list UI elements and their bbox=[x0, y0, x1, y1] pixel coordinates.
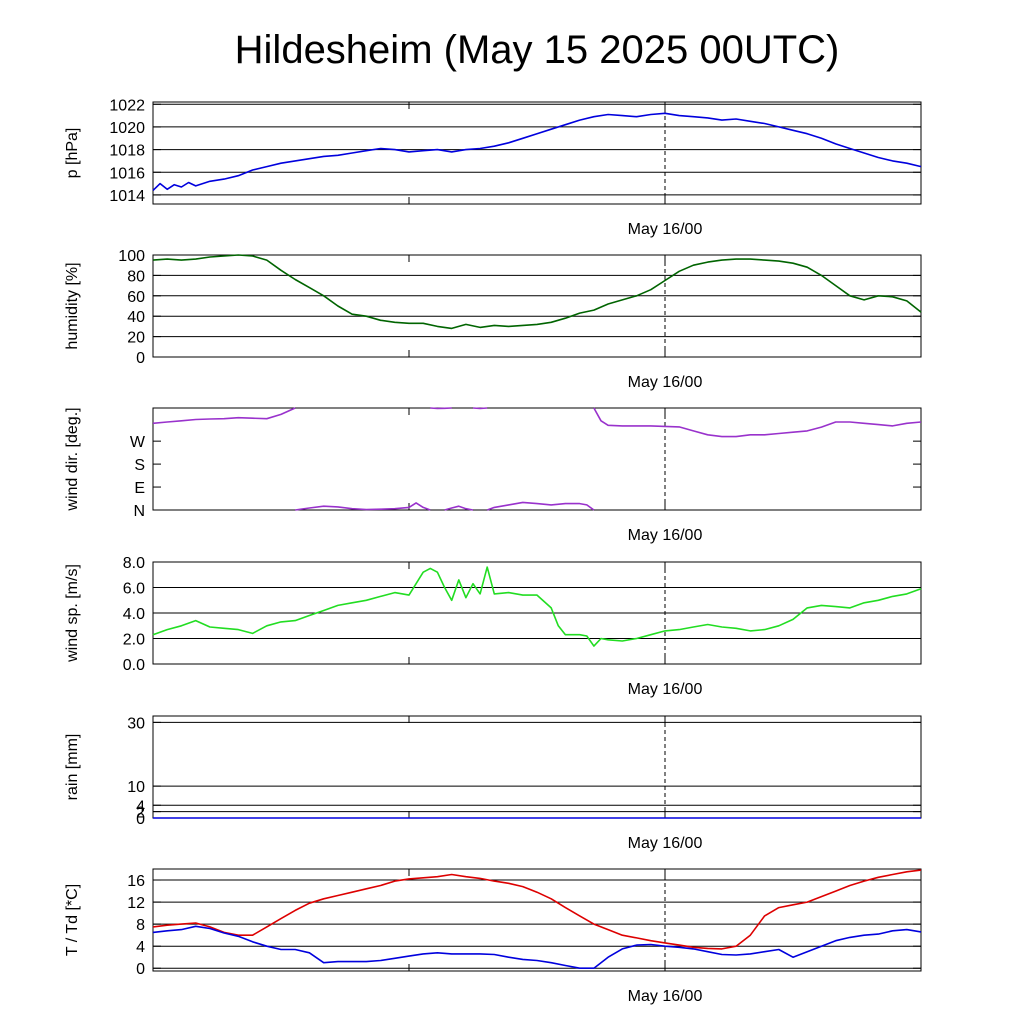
panel-2-series-5-line bbox=[444, 505, 474, 511]
panel-5-xtick-label: May 16/00 bbox=[628, 988, 703, 1005]
panel-4-ytick-label-0: 0 bbox=[136, 811, 145, 828]
panel-1-ytick-label-0: 0 bbox=[136, 350, 145, 367]
panel-4-ytick-label-4: 30 bbox=[127, 715, 145, 732]
panel-3-ytick-label-2: 4.0 bbox=[123, 606, 145, 623]
panel-2-ytick-label-0: N bbox=[133, 503, 145, 520]
panel-2-series-0-line bbox=[152, 407, 296, 425]
panel-2-ytick-label-3: W bbox=[130, 434, 146, 451]
panel-1-ytick-label-2: 40 bbox=[127, 309, 145, 326]
panel-5-series-1-line bbox=[152, 925, 922, 970]
panel-5-ylabel: T / Td [*C] bbox=[64, 884, 81, 956]
panel-2-series-4-line bbox=[295, 502, 431, 511]
panel-1-xtick-label: May 16/00 bbox=[628, 374, 703, 391]
panel-1-ylabel: humidity [%] bbox=[64, 262, 81, 349]
panel-1-frame bbox=[152, 254, 922, 358]
panel-3-ytick-label-3: 6.0 bbox=[123, 581, 145, 598]
panel-2-series-1-line bbox=[430, 407, 452, 410]
panel-0-ytick-label-0: 1014 bbox=[109, 188, 145, 205]
panel-2-frame bbox=[152, 407, 922, 511]
panel-3-ytick-label-0: 0.0 bbox=[123, 657, 145, 674]
panel-0-ytick-label-4: 1022 bbox=[109, 97, 145, 114]
panel-4-ytick-label-1: 2 bbox=[136, 805, 145, 822]
panel-5-ytick-label-0: 0 bbox=[136, 961, 145, 978]
panel-2-ylabel: wind dir. [deg.] bbox=[64, 407, 81, 511]
panel-1-ytick-label-5: 100 bbox=[118, 248, 145, 265]
panel-1-ytick-label-1: 20 bbox=[127, 330, 145, 347]
panel-4-ytick-label-2: 4 bbox=[136, 798, 145, 815]
panel-0-ytick-label-1: 1016 bbox=[109, 165, 145, 182]
panel-5-ytick-label-1: 4 bbox=[136, 939, 145, 956]
panel-5-ytick-label-2: 8 bbox=[136, 917, 145, 934]
panel-3-xtick-label: May 16/00 bbox=[628, 681, 703, 698]
panel-0-series-0-line bbox=[152, 112, 922, 191]
panel-3-series-0-line bbox=[152, 566, 922, 647]
panel-5-series-0-line bbox=[152, 869, 922, 950]
panel-4-ytick-label-3: 10 bbox=[127, 779, 145, 796]
panel-2-xtick-label: May 16/00 bbox=[628, 527, 703, 544]
panel-2-ytick-label-2: S bbox=[134, 457, 145, 474]
panel-0-ylabel: p [hPa] bbox=[64, 128, 81, 179]
panel-2-series-3-line bbox=[593, 407, 922, 438]
panel-4-xtick-label: May 16/00 bbox=[628, 835, 703, 852]
panel-0-xtick-label: May 16/00 bbox=[628, 221, 703, 238]
chart-title: Hildesheim (May 15 2025 00UTC) bbox=[235, 28, 840, 72]
panel-4-ylabel: rain [mm] bbox=[64, 734, 81, 801]
panel-1-ytick-label-3: 60 bbox=[127, 289, 145, 306]
panel-1-ytick-label-4: 80 bbox=[127, 268, 145, 285]
panel-2-series-2-line bbox=[472, 407, 488, 410]
panel-2-series-6-line bbox=[486, 501, 595, 511]
panel-0-ytick-label-2: 1018 bbox=[109, 143, 145, 160]
panel-4-frame bbox=[152, 715, 922, 819]
panel-1-series-0-line bbox=[152, 254, 922, 330]
panel-2-ytick-label-1: E bbox=[134, 480, 145, 497]
panel-5-ytick-label-3: 12 bbox=[127, 895, 145, 912]
panel-5-frame bbox=[152, 868, 922, 972]
panel-3-ylabel: wind sp. [m/s] bbox=[64, 564, 81, 663]
panel-0-ytick-label-3: 1020 bbox=[109, 120, 145, 137]
panel-5-ytick-label-4: 16 bbox=[127, 873, 145, 890]
panel-0-frame bbox=[152, 101, 922, 205]
panel-3-ytick-label-4: 8.0 bbox=[123, 555, 145, 572]
panel-3-ytick-label-1: 2.0 bbox=[123, 632, 145, 649]
